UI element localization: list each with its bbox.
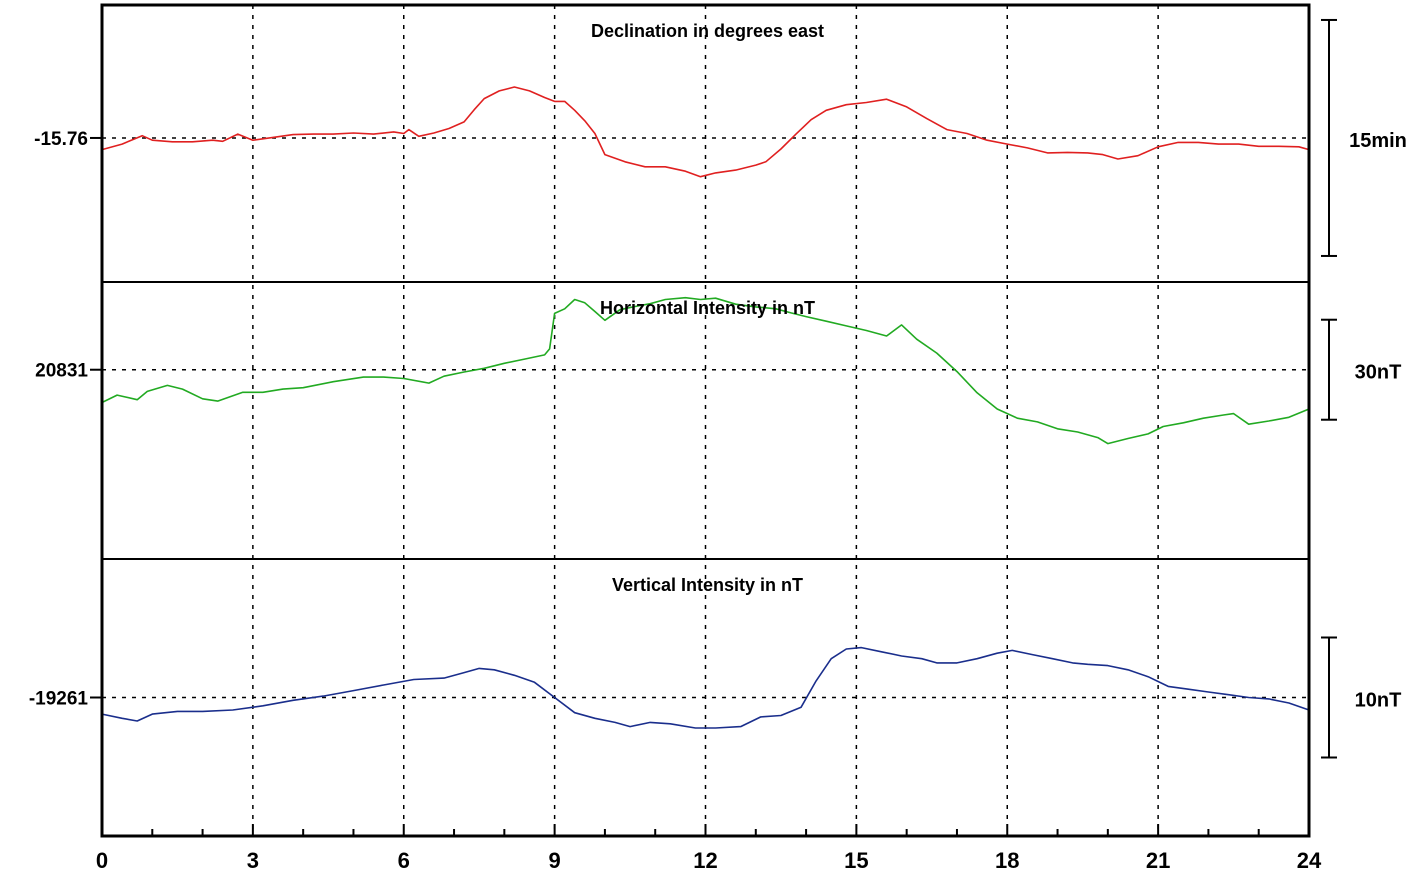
x-tick-label: 24 bbox=[1297, 848, 1322, 873]
x-tick-label: 3 bbox=[247, 848, 259, 873]
panel-title: Declination in degrees east bbox=[591, 21, 824, 41]
panel-title: Horizontal Intensity in nT bbox=[600, 298, 815, 318]
scale-label: 15min bbox=[1349, 130, 1407, 152]
scale-label: 10nT bbox=[1355, 690, 1402, 712]
panel-title: Vertical Intensity in nT bbox=[612, 575, 803, 595]
series-line bbox=[101, 646, 1310, 729]
x-tick-label: 9 bbox=[549, 848, 561, 873]
baseline-label: -19261 bbox=[29, 689, 89, 710]
x-tick-label: 15 bbox=[844, 848, 868, 873]
plot-border bbox=[100, 3, 1311, 838]
data-series bbox=[101, 86, 1310, 729]
grid-lines bbox=[102, 5, 1309, 836]
x-tick-label: 18 bbox=[995, 848, 1019, 873]
x-tick-label: 6 bbox=[398, 848, 410, 873]
x-tick-label: 0 bbox=[96, 848, 108, 873]
labels: -15.76 Declination in degrees east 15min 20… bbox=[29, 21, 1407, 873]
series-line bbox=[101, 86, 1310, 178]
x-tick-label: 21 bbox=[1146, 848, 1170, 873]
scale-label: 30nT bbox=[1355, 362, 1402, 384]
baseline-label: 20831 bbox=[35, 361, 88, 382]
plot-frame bbox=[90, 3, 1337, 838]
baseline-label: -15.76 bbox=[34, 129, 88, 150]
x-tick-label: 12 bbox=[693, 848, 717, 873]
series-line bbox=[101, 296, 1310, 445]
